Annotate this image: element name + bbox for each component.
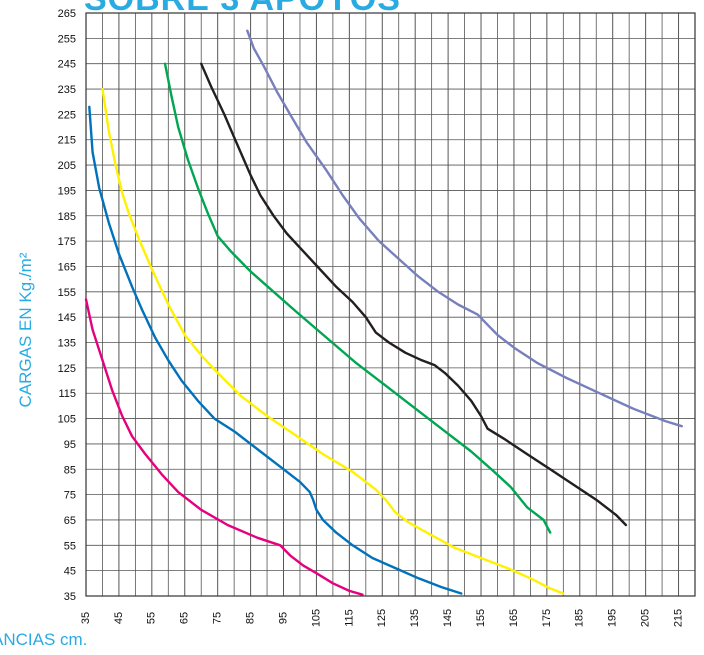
y-tick-label: 105 xyxy=(58,414,76,426)
series-line-4 xyxy=(163,62,552,534)
y-tick-label: 65 xyxy=(64,515,76,527)
series-lines xyxy=(84,29,683,596)
y-tick-label: 255 xyxy=(58,33,76,45)
y-tick-label: 195 xyxy=(58,185,76,197)
x-tick-label: 125 xyxy=(376,609,388,627)
y-tick-label: 45 xyxy=(64,566,76,578)
tick-labels: 35 45 55 65 75 85 95 105 115 125 135 145 155 165 175 18… xyxy=(58,8,685,627)
x-tick-label: 205 xyxy=(640,609,652,627)
x-tick-label: 175 xyxy=(541,609,553,627)
series-line-2 xyxy=(88,105,463,595)
y-tick-label: 35 xyxy=(64,591,76,603)
x-tick-label: 95 xyxy=(277,612,289,624)
y-tick-label: 55 xyxy=(64,540,76,552)
y-tick-label: 125 xyxy=(58,363,76,375)
x-tick-label: 165 xyxy=(508,609,520,627)
series-line-5 xyxy=(200,62,628,527)
x-tick-label: 45 xyxy=(113,612,125,624)
x-tick-label: 35 xyxy=(80,612,92,624)
y-tick-label: 215 xyxy=(58,135,76,147)
y-tick-label: 265 xyxy=(58,8,76,20)
y-tick-label: 225 xyxy=(58,109,76,121)
y-tick-label: 85 xyxy=(64,464,76,476)
y-tick-label: 75 xyxy=(64,490,76,502)
x-tick-label: 85 xyxy=(245,612,257,624)
y-tick-label: 245 xyxy=(58,59,76,71)
x-tick-label: 55 xyxy=(146,612,158,624)
grid xyxy=(85,12,696,597)
x-tick-label: 215 xyxy=(672,609,684,627)
series-line-1 xyxy=(84,298,364,596)
y-tick-label: 165 xyxy=(58,261,76,273)
y-tick-label: 155 xyxy=(58,287,76,299)
x-tick-label: 135 xyxy=(409,609,421,627)
y-tick-label: 135 xyxy=(58,338,76,350)
y-tick-label: 175 xyxy=(58,236,76,248)
plot-area xyxy=(86,13,695,596)
x-axis-label: ANCIAS cm. xyxy=(0,630,88,649)
y-tick-label: 185 xyxy=(58,211,76,223)
series-line-6 xyxy=(246,29,683,428)
y-axis-label: CARGAS EN Kg./m² xyxy=(16,252,35,408)
y-tick-label: 145 xyxy=(58,312,76,324)
x-tick-label: 105 xyxy=(310,609,322,627)
y-tick-label: 235 xyxy=(58,84,76,96)
y-tick-label: 205 xyxy=(58,160,76,172)
x-tick-label: 145 xyxy=(442,609,454,627)
x-tick-label: 65 xyxy=(179,612,191,624)
series-line-3 xyxy=(101,87,565,595)
x-tick-label: 195 xyxy=(607,609,619,627)
y-tick-label: 95 xyxy=(64,439,76,451)
x-tick-label: 155 xyxy=(475,609,487,627)
x-tick-label: 115 xyxy=(343,609,355,627)
x-tick-label: 185 xyxy=(574,609,586,627)
y-tick-label: 115 xyxy=(58,388,76,400)
x-tick-label: 75 xyxy=(212,612,224,624)
chart-title: SOBRE 3 APOYOS xyxy=(84,0,401,19)
